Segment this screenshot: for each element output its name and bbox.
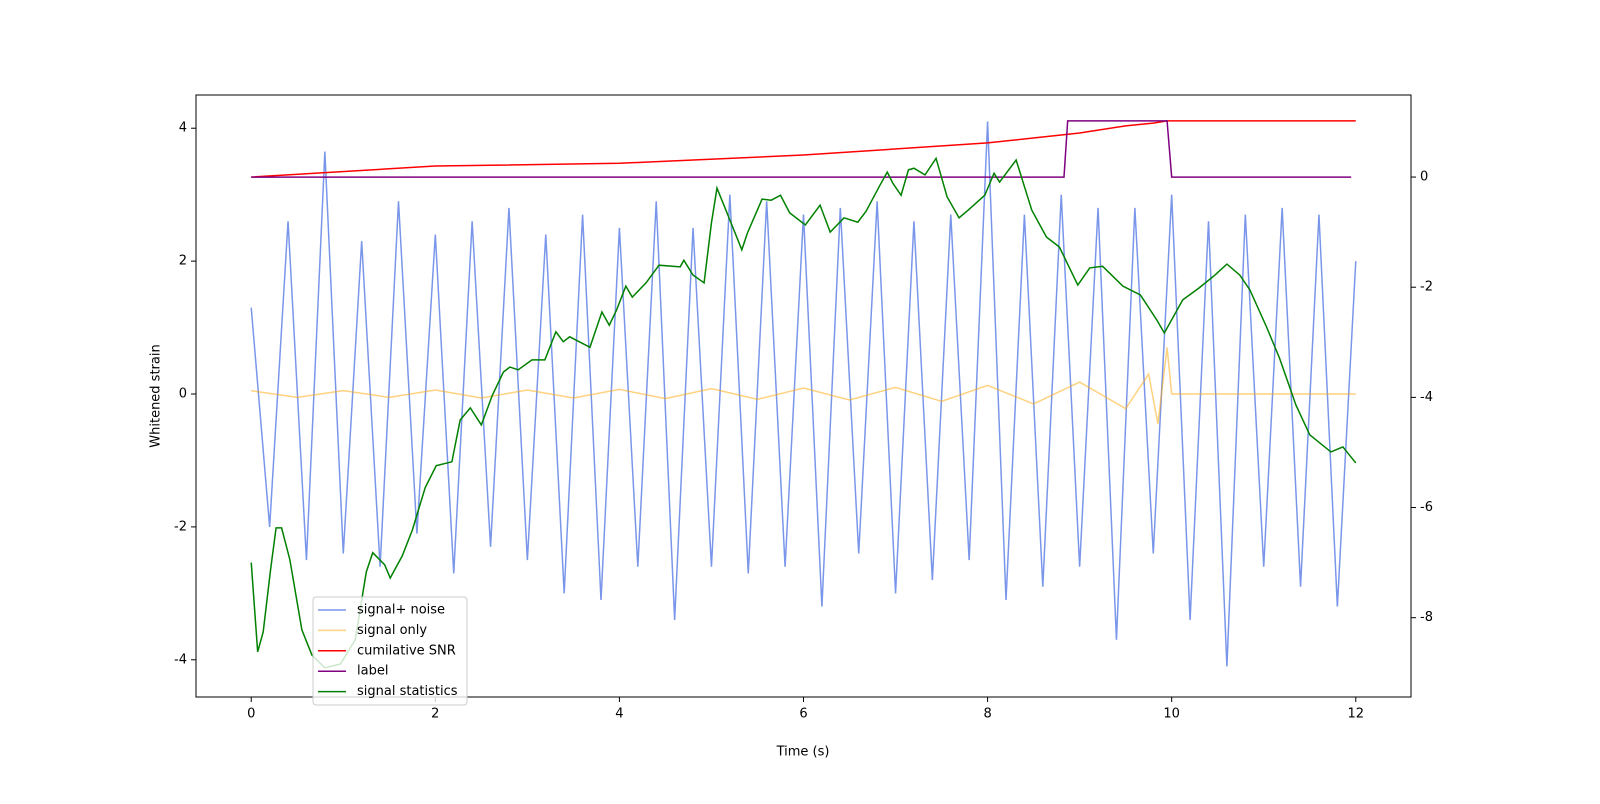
x-tick-label: 0 [247,707,255,722]
series-line [251,347,1356,425]
y-axis-label: Whitened strain [149,344,164,447]
x-tick-label: 8 [983,707,991,722]
x-tick-label: 6 [799,707,807,722]
legend-label: signal statistics [357,684,458,699]
series-line [250,156,1357,669]
series-line [250,121,1357,667]
legend-label: signal+ noise [357,603,445,618]
y2-tick-label: 0 [1420,170,1428,185]
legend-box [312,596,468,706]
y-tick-label: 2 [179,254,187,269]
x-tick-label: 4 [615,707,623,722]
y2-tick-label: -8 [1420,610,1433,625]
y2-tick-label: -4 [1420,390,1433,405]
x-tick-label: 2 [431,707,439,722]
legend-label: signal only [357,623,427,638]
y2-tick-label: -2 [1420,280,1433,295]
y-tick-label: -2 [174,519,187,534]
y-tick-label: -4 [174,652,187,667]
x-tick-label: 10 [1163,707,1180,722]
x-axis-label: Time (s) [776,745,830,760]
y-tick-label: 0 [179,387,187,402]
x-tick-label: 12 [1347,707,1364,722]
series-line [251,120,1352,178]
legend-label: label [357,664,388,679]
y-tick-label: 4 [179,121,187,136]
y2-tick-label: -6 [1420,500,1433,515]
series-line [251,120,1356,178]
legend-label: cumilative SNR [357,643,456,658]
